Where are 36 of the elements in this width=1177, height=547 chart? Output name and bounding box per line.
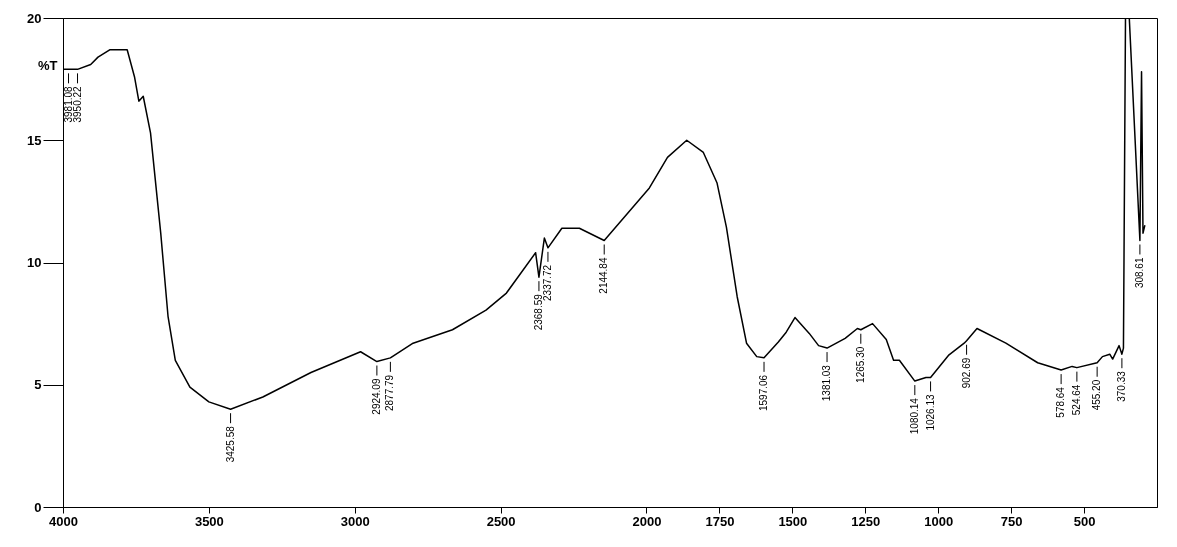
y-tick-label: 20 — [27, 10, 42, 26]
x-tick-label: 4000 — [49, 513, 78, 529]
x-tick-label: 3000 — [340, 513, 370, 529]
annotation: 2144.84 — [598, 257, 610, 294]
x-tick-label: 750 — [1000, 513, 1023, 529]
annotation: 308.61 — [1133, 257, 1145, 289]
annotation: 1597.06 — [758, 374, 770, 412]
y-tick-label: 15 — [27, 132, 42, 148]
annotation: 3981.08 — [62, 85, 74, 123]
annotation: 1265.30 — [854, 346, 866, 383]
y-tick-label: 0 — [34, 499, 42, 515]
annotation: 370.33 — [1115, 370, 1127, 402]
x-tick-label: 500 — [1073, 513, 1096, 529]
annotation: 524.64 — [1070, 384, 1082, 416]
x-tick-label: 2000 — [632, 513, 662, 529]
y-axis-title: %T — [38, 57, 58, 73]
y-tick-label: 10 — [27, 255, 42, 270]
annotation: 2368.59 — [532, 293, 544, 331]
annotation: 2337.72 — [541, 264, 553, 301]
annotation: 455.20 — [1091, 379, 1103, 411]
annotation: 578.64 — [1055, 386, 1067, 418]
annotation: 2924.09 — [370, 378, 382, 415]
x-tick-label: 2500 — [486, 513, 516, 529]
x-tick-label: 1250 — [851, 513, 881, 529]
y-tick-label: 5 — [34, 377, 42, 393]
x-tick-label: 3500 — [194, 513, 224, 529]
x-tick-label: 1500 — [778, 513, 808, 529]
annotation: 3950.22 — [71, 85, 83, 123]
x-tick-label: 1000 — [924, 513, 954, 529]
annotation: 2877.79 — [384, 374, 396, 412]
x-tick-label: 1750 — [705, 513, 735, 529]
annotation: 1080.14 — [908, 397, 920, 435]
annotation: 1026.13 — [924, 393, 936, 431]
annotation: 1381.03 — [821, 364, 833, 402]
annotation: 3425.58 — [224, 425, 236, 463]
annotation: 902.69 — [960, 357, 972, 389]
